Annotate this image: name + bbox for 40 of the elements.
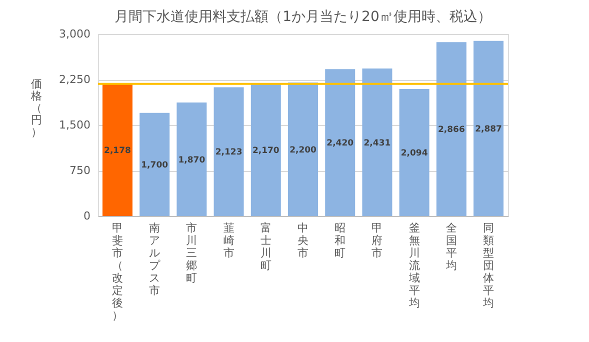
data-label: 2,123 <box>215 148 242 158</box>
y-tick-label: 750 <box>70 164 90 177</box>
x-tick-label: 昭和町 <box>334 222 346 260</box>
bar <box>436 42 466 216</box>
bar <box>362 68 392 216</box>
bar <box>325 69 356 216</box>
bar <box>288 82 318 216</box>
bar <box>102 84 132 216</box>
data-label: 2,866 <box>438 125 465 136</box>
x-tick-label: 全国平均 <box>444 222 457 272</box>
chart-title: 月間下水道使用料支払額（1か月当たり20㎥使用時、税込） <box>114 9 492 25</box>
data-label: 2,887 <box>475 124 502 134</box>
x-tick-label: 韮崎市 <box>223 222 234 260</box>
data-label: 2,200 <box>290 145 317 156</box>
x-tick-label: 市川三郷町 <box>186 222 198 284</box>
bar <box>474 40 504 216</box>
data-label: 2,094 <box>400 148 428 158</box>
y-tick-label: 2,250 <box>59 73 90 86</box>
y-axis-title: 価格（円） <box>30 78 42 138</box>
x-tick-label: 甲斐市（改定後） <box>112 222 123 322</box>
y-tick-label: 0 <box>84 210 90 222</box>
x-tick-label: 中央市 <box>298 222 308 260</box>
x-tick-label: 南アルプス市 <box>149 222 162 297</box>
x-tick-label: 甲府市 <box>372 222 383 260</box>
y-tick-label: 3,000 <box>59 28 90 40</box>
bar <box>250 84 281 216</box>
data-label: 2,178 <box>104 146 132 156</box>
bar <box>176 102 207 216</box>
data-label: 2,420 <box>326 138 354 149</box>
bar <box>140 112 170 216</box>
data-label: 1,870 <box>178 155 206 166</box>
bar <box>399 88 430 216</box>
x-tick-label: 富士川町 <box>260 222 272 272</box>
data-label: 1,700 <box>141 160 168 170</box>
y-tick-label: 1,500 <box>59 118 90 132</box>
x-tick-label: 釜無川流域平均 <box>408 222 420 310</box>
data-label: 2,431 <box>364 138 391 148</box>
data-label: 2,170 <box>252 146 280 156</box>
x-tick-label: 同類型団体平均 <box>482 222 494 310</box>
bar <box>214 87 244 216</box>
